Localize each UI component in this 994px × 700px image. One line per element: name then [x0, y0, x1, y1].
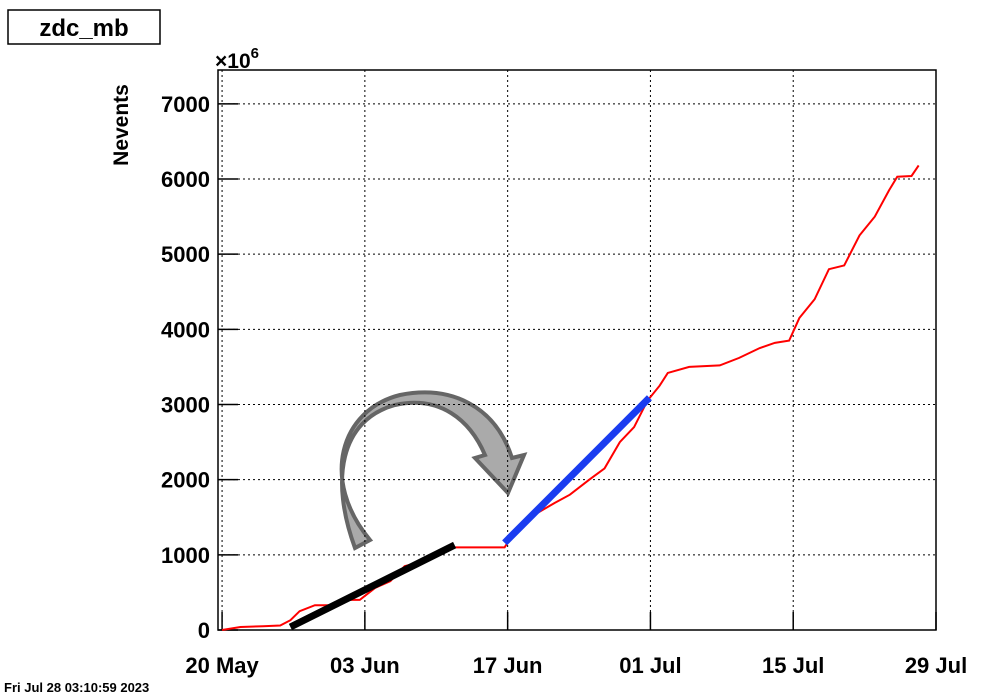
y-multiplier-base: ×10	[215, 50, 251, 73]
y-tick-label: 4000	[161, 317, 210, 342]
x-tick-label: 15 Jul	[762, 653, 824, 678]
y-tick-label: 0	[198, 618, 210, 643]
y-tick-label: 2000	[161, 468, 210, 493]
x-tick-label: 29 Jul	[905, 653, 967, 678]
series-line	[221, 164, 920, 631]
y-multiplier-exp: 6	[251, 45, 259, 62]
footer: Fri Jul 28 03:10:59 2023	[4, 680, 149, 695]
plot-frame	[217, 69, 937, 631]
y-tick-label: 1000	[161, 543, 210, 568]
x-tick-label: 01 Jul	[619, 653, 681, 678]
y-multiplier: ×106	[215, 45, 259, 73]
series-line	[288, 541, 457, 631]
x-tick-label: 17 Jun	[473, 653, 543, 678]
y-tick-label: 7000	[161, 92, 210, 117]
y-tick-label: 5000	[161, 242, 210, 267]
y-tick-label: 3000	[161, 392, 210, 417]
title-box	[7, 9, 161, 45]
x-tick-label: 20 May	[185, 653, 259, 678]
series-line	[502, 395, 652, 546]
chart-title: zdc_mb	[39, 15, 128, 42]
annotation-arrow	[339, 390, 528, 551]
y-axis-label: Nevents	[110, 84, 133, 166]
y-tick-label: 6000	[161, 167, 210, 192]
data-layer: 0 1000 2000 3000 4000 5000 6000 7000 20 May 03 Ju…	[161, 70, 967, 678]
x-tick-label: 03 Jun	[330, 653, 400, 678]
